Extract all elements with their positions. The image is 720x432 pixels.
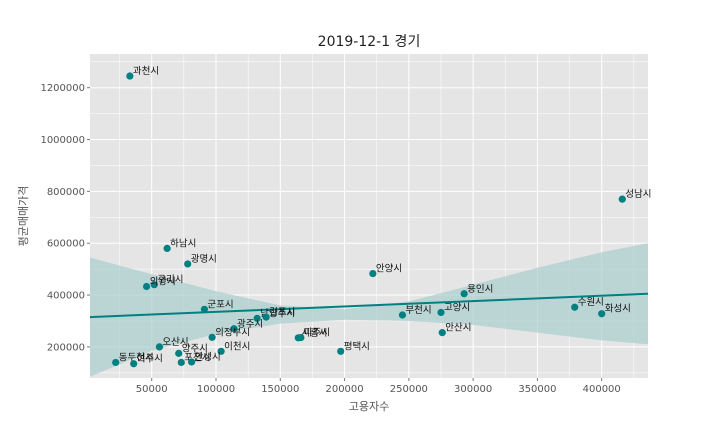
x-tick-label: 50000: [136, 384, 168, 395]
x-tick-label: 200000: [325, 384, 363, 395]
point-label: 포천시: [184, 352, 210, 363]
data-point: [177, 358, 185, 367]
data-point: [200, 305, 209, 313]
x-axis-label: 고용자수: [349, 400, 389, 413]
data-point: [130, 360, 138, 368]
y-axis-label: 평균매매가격: [17, 186, 30, 247]
data-point: [163, 244, 171, 252]
point-label: 평택시: [344, 341, 370, 352]
y-tick-label: 800000: [47, 187, 85, 198]
point-label: 여주시: [137, 353, 163, 365]
x-tick-label: 250000: [390, 384, 428, 395]
data-point: [398, 311, 407, 319]
confidence-band: [90, 243, 648, 377]
data-point: [230, 325, 238, 333]
point-label: 수원시: [578, 297, 604, 308]
y-tick-label: 1200000: [40, 83, 85, 94]
data-point: [142, 282, 151, 291]
data-point: [184, 260, 192, 268]
point-label: 안성시: [195, 352, 221, 363]
data-point: [126, 72, 134, 80]
point-label: 광명시: [191, 253, 217, 265]
data-point: [155, 343, 164, 351]
data-point: [253, 314, 261, 322]
x-tick-label: 300000: [454, 384, 492, 395]
data-point: [438, 329, 446, 337]
point-label: 과천시: [133, 66, 159, 77]
point-label: 의정부시: [215, 327, 250, 338]
chart-title: 2019-12-1 경기: [318, 34, 421, 50]
x-tick-label: 350000: [518, 384, 556, 395]
x-tick-label: 400000: [583, 384, 621, 395]
point-label: 용인시: [467, 284, 493, 295]
point-label: 안양시: [376, 264, 402, 275]
point-label: 양주시: [182, 343, 208, 354]
point-label: 안산시: [445, 323, 471, 334]
data-point: [571, 303, 579, 311]
y-tick-label: 1000000: [40, 135, 85, 146]
data-point: [112, 358, 120, 367]
data-point: [187, 358, 196, 366]
point-label: 부천시: [405, 305, 431, 316]
data-point: [437, 308, 445, 317]
data-point: [262, 313, 270, 321]
data-point: [208, 333, 216, 341]
y-tick-label: 400000: [47, 291, 85, 302]
point-label: 이천시: [224, 341, 250, 352]
data-point: [175, 349, 183, 357]
data-point: [460, 290, 468, 298]
y-tick-label: 600000: [47, 239, 85, 250]
point-label: 군포시: [207, 299, 233, 310]
data-point: [598, 310, 606, 318]
x-tick-label: 100000: [197, 384, 235, 395]
point-label: 고양시: [444, 302, 470, 313]
point-label: 시흥시: [301, 327, 327, 339]
regression-line: [89, 292, 649, 319]
point-label: 하남시: [170, 237, 196, 249]
point-label: 동두천시: [119, 352, 154, 363]
axis-ticks: 50000 100000 150000 200000 250000 300000 35000…: [40, 83, 620, 395]
point-label: 성남시: [625, 189, 651, 200]
y-tick-label: 200000: [47, 342, 85, 353]
point-label: 화성시: [605, 304, 631, 315]
data-point: [618, 195, 626, 203]
x-tick-label: 150000: [261, 384, 299, 395]
data-point: [337, 347, 345, 355]
point-label: 남양주시: [260, 308, 295, 319]
data-point: [150, 281, 158, 289]
point-label: 의왕시: [150, 277, 176, 288]
point-label: 김포시: [269, 306, 295, 318]
point-label: 구리시: [157, 275, 183, 286]
point-label: 파주시: [304, 328, 330, 339]
point-label: 오산시: [162, 337, 188, 348]
data-point: [217, 347, 225, 355]
data-point: [297, 333, 305, 342]
data-point: [369, 269, 377, 278]
point-label: 광주시: [237, 318, 263, 330]
